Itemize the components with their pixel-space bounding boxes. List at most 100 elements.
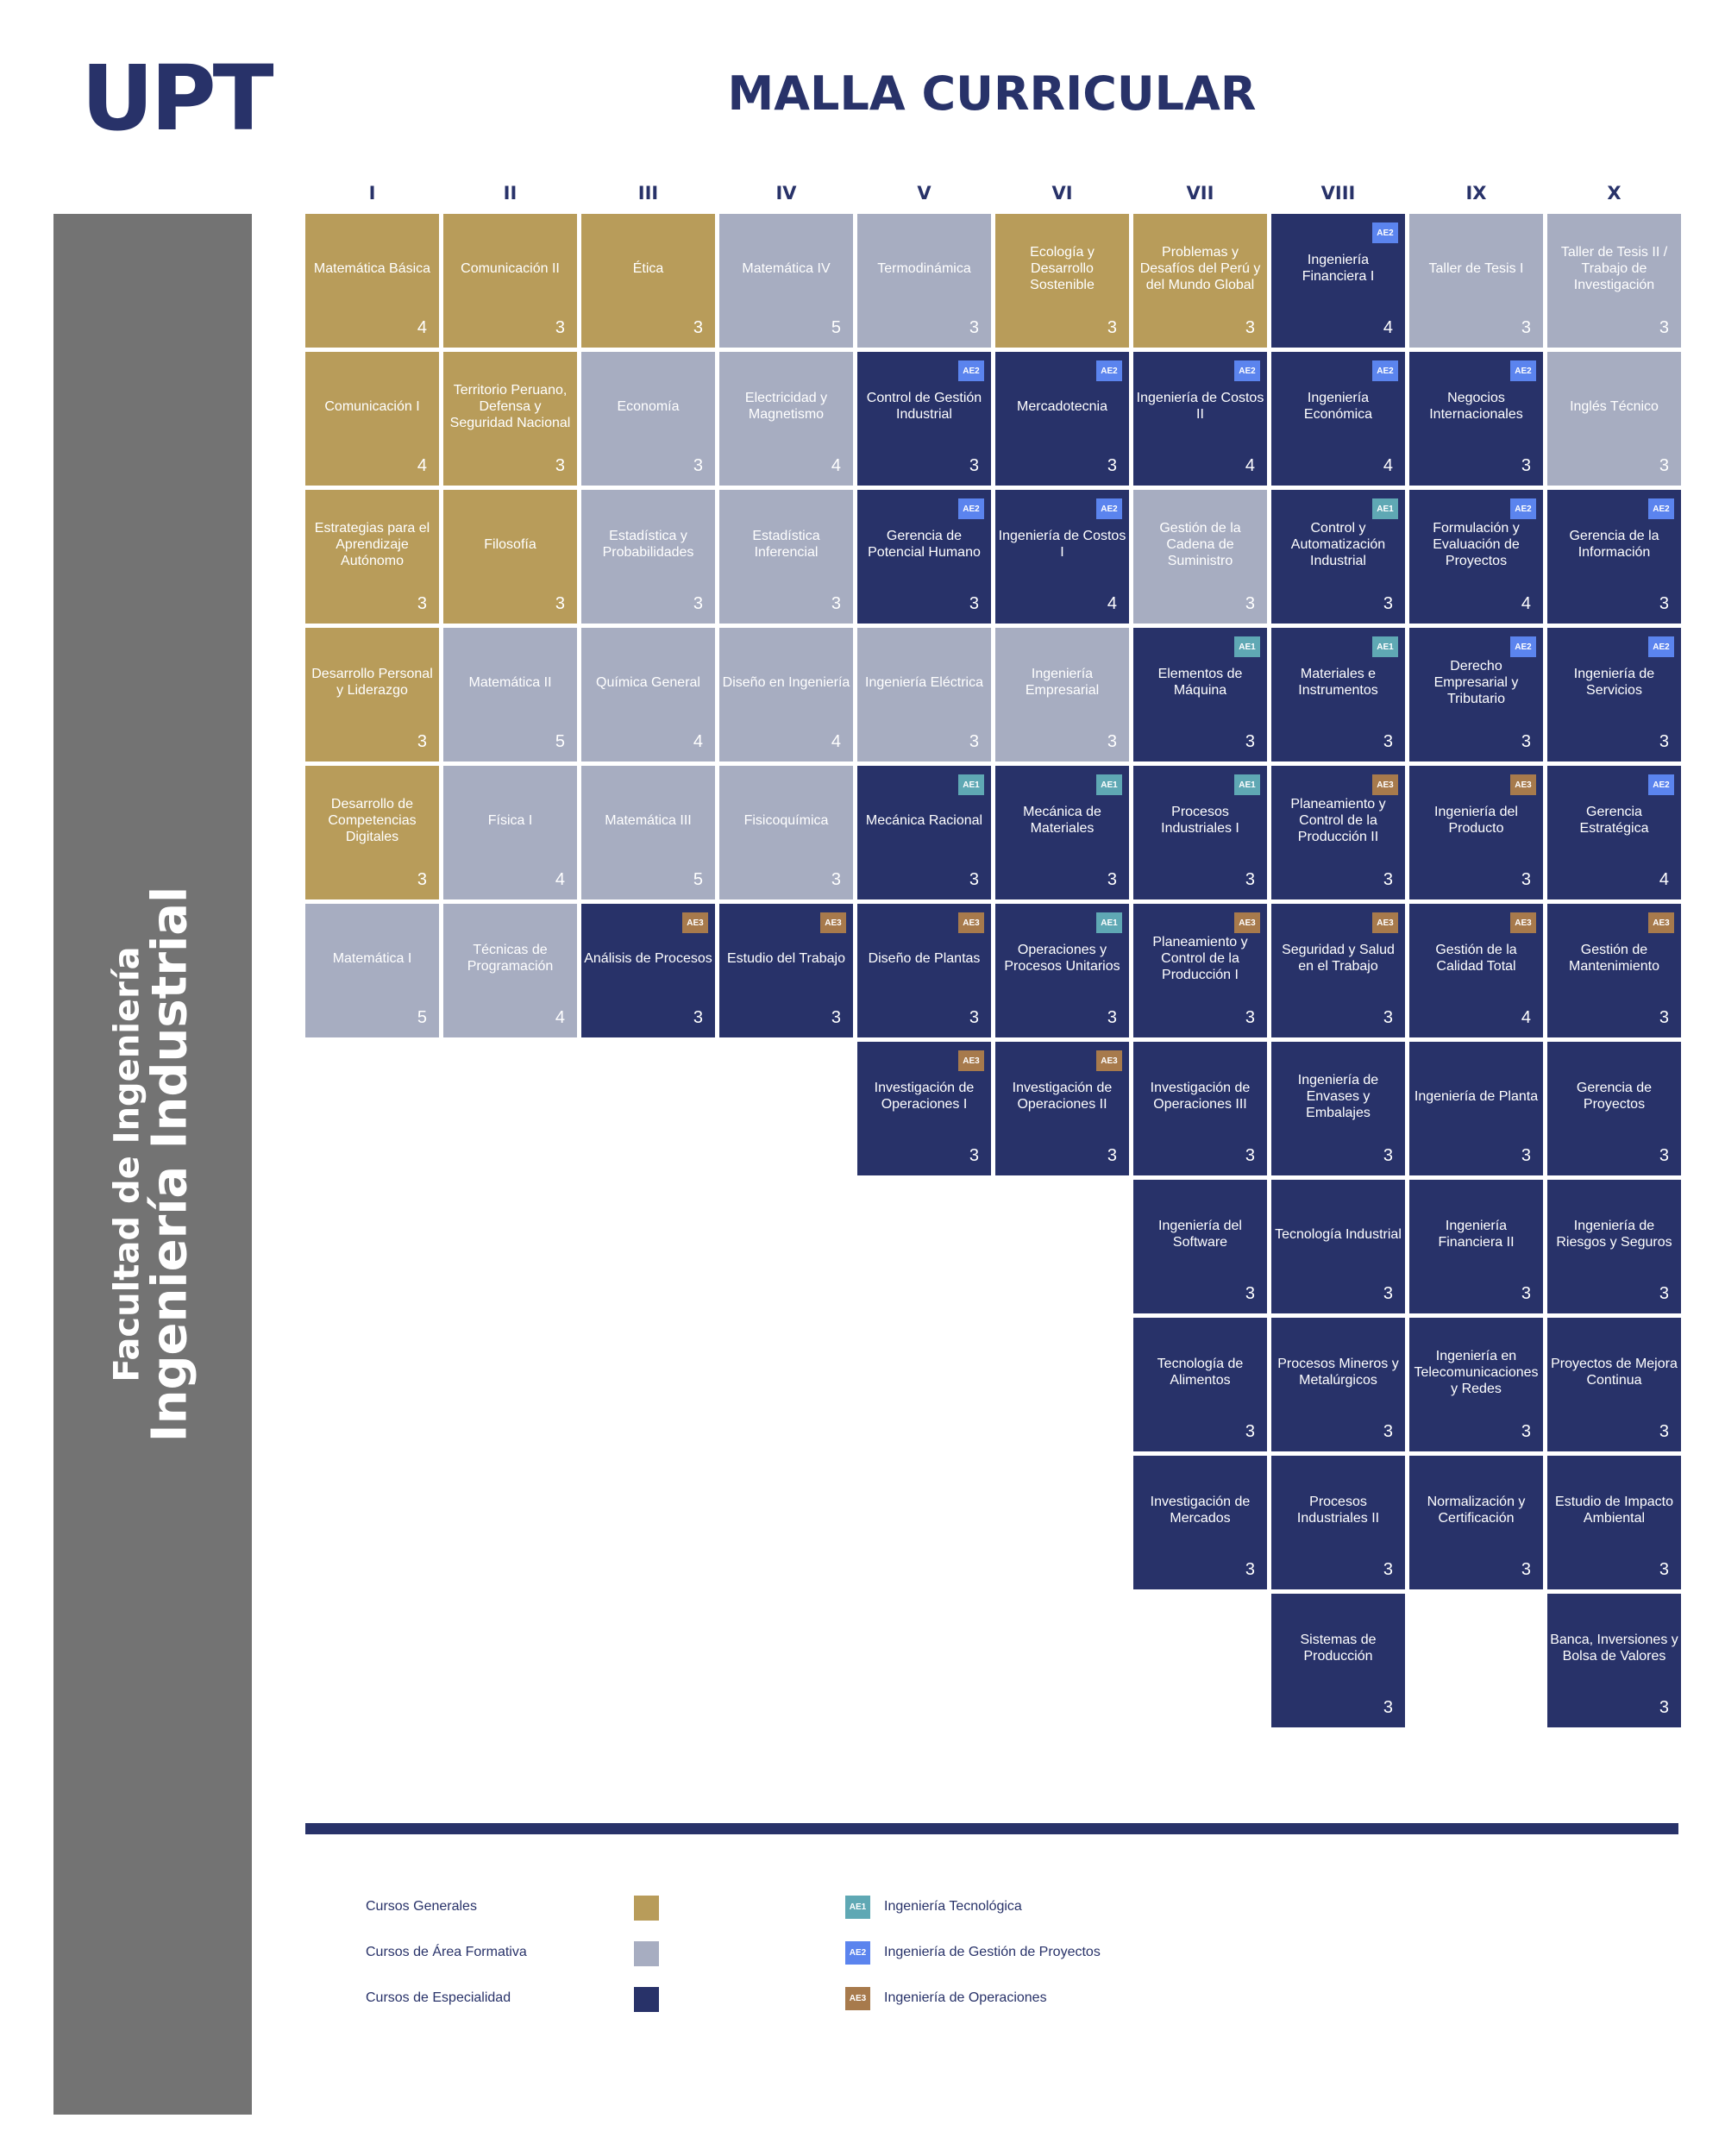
course-credits: 3 <box>1245 318 1255 337</box>
course-credits: 3 <box>1521 732 1531 751</box>
program-sidebar: Facultad de Ingeniería Ingeniería Indust… <box>53 214 252 2115</box>
course-credits: 3 <box>417 594 427 613</box>
course-name: Ingeniería en Telecomunicaciones y Redes <box>1414 1348 1539 1396</box>
course-card: Proyectos de Mejora Continua 3 <box>1547 1318 1681 1451</box>
course-credits: 3 <box>969 870 979 889</box>
course-name: Proyectos de Mejora Continua <box>1551 1357 1678 1388</box>
course-card: Física I 4 <box>443 766 577 899</box>
course-name: Ingeniería de Planta <box>1414 1088 1539 1104</box>
course-credits: 3 <box>1107 1008 1117 1027</box>
course-credits: 3 <box>831 1008 841 1027</box>
course-credits: 3 <box>1383 1008 1393 1027</box>
course-card: Ingeniería Financiera I 4 AE2 <box>1271 214 1405 348</box>
course-card: Gestión de la Cadena de Suministro 3 <box>1133 490 1267 624</box>
program-title-block: Facultad de Ingeniería Ingeniería Indust… <box>108 690 198 1639</box>
course-name: Planeamiento y Control de la Producción … <box>1290 796 1386 844</box>
course-card: Filosofía 3 <box>443 490 577 624</box>
area-badge-ae2: AE2 <box>1234 360 1260 381</box>
course-credits: 3 <box>1107 870 1117 889</box>
course-card: Sistemas de Producción 3 <box>1271 1594 1405 1727</box>
course-card: Matemática II 5 <box>443 628 577 761</box>
course-credits: 4 <box>693 732 703 751</box>
course-name: Técnicas de Programación <box>467 943 554 974</box>
course-name: Procesos Mineros y Metalúrgicos <box>1277 1357 1399 1388</box>
course-credits: 3 <box>1521 318 1531 337</box>
course-credits: 3 <box>1245 594 1255 613</box>
course-name: Banca, Inversiones y Bolsa de Valores <box>1550 1633 1678 1664</box>
course-credits: 3 <box>1659 732 1669 751</box>
course-name: Investigación de Mercados <box>1150 1495 1251 1526</box>
semester-header: II <box>503 183 518 204</box>
area-badge-ae2: AE2 <box>1372 222 1398 243</box>
course-credits: 3 <box>1383 870 1393 889</box>
semester-header: VII <box>1186 183 1214 204</box>
course-credits: 3 <box>1521 870 1531 889</box>
area-badge-ae2: AE2 <box>1510 636 1536 657</box>
course-card: Banca, Inversiones y Bolsa de Valores 3 <box>1547 1594 1681 1727</box>
course-credits: 3 <box>1659 1284 1669 1303</box>
area-badge-ae2: AE2 <box>1372 360 1398 381</box>
area-badge-ae2: AE2 <box>1648 498 1674 519</box>
course-card: Gerencia Estratégica 4 AE2 <box>1547 766 1681 899</box>
area-badge-ae1: AE1 <box>1234 774 1260 795</box>
course-credits: 4 <box>555 1008 565 1027</box>
area-badge-ae3: AE3 <box>958 1050 984 1071</box>
semester-header: VIII <box>1320 183 1356 204</box>
course-card: Ingeniería de Planta 3 <box>1409 1042 1543 1175</box>
course-name: Procesos Industriales I <box>1161 805 1239 836</box>
course-credits: 3 <box>693 1008 703 1027</box>
course-credits: 3 <box>1521 1284 1531 1303</box>
course-name: Ingeniería Financiera II <box>1438 1219 1515 1250</box>
semester-header: I <box>368 183 376 204</box>
course-card: Comunicación I 4 <box>305 352 439 486</box>
course-card: Gerencia de la Información 3 AE2 <box>1547 490 1681 624</box>
course-card: Mecánica Racional 3 AE1 <box>857 766 991 899</box>
course-credits: 3 <box>1659 1698 1669 1717</box>
semester-header: VI <box>1051 183 1073 204</box>
course-card: Ingeniería de Costos I 4 AE2 <box>995 490 1129 624</box>
area-badge-ae3: AE3 <box>1510 774 1536 795</box>
course-card: Taller de Tesis I 3 <box>1409 214 1543 348</box>
course-name: Territorio Peruano, Defensa y Seguridad … <box>449 382 571 430</box>
legend-swatch-specialty <box>634 1987 659 2012</box>
course-name: Comunicación I <box>324 398 420 414</box>
course-card: Formulación y Evaluación de Proyectos 4 AE… <box>1409 490 1543 624</box>
course-card: Investigación de Operaciones I 3 AE3 <box>857 1042 991 1175</box>
course-name: Ingeniería de Costos I <box>998 529 1126 560</box>
course-credits: 3 <box>1659 456 1669 475</box>
area-badge-ae1: AE1 <box>1372 636 1398 657</box>
course-card: Problemas y Desafíos del Perú y del Mund… <box>1133 214 1267 348</box>
course-name: Matemática IV <box>742 260 831 276</box>
course-name: Materiales e Instrumentos <box>1298 667 1378 698</box>
course-card: Tecnología Industrial 3 <box>1271 1180 1405 1313</box>
course-name: Sistemas de Producción <box>1300 1633 1377 1664</box>
course-card: Negocios Internacionales 3 AE2 <box>1409 352 1543 486</box>
course-credits: 4 <box>1521 594 1531 613</box>
course-card: Ingeniería de Servicios 3 AE2 <box>1547 628 1681 761</box>
course-name: Química General <box>596 674 700 690</box>
course-credits: 3 <box>1383 1146 1393 1165</box>
course-name: Problemas y Desafíos del Perú y del Mund… <box>1139 244 1261 292</box>
course-credits: 3 <box>1659 1146 1669 1165</box>
course-card: Inglés Técnico 3 <box>1547 352 1681 486</box>
course-card: Derecho Empresarial y Tributario 3 AE2 <box>1409 628 1543 761</box>
course-name: Ingeniería de Riesgos y Seguros <box>1556 1219 1672 1250</box>
course-card: Materiales e Instrumentos 3 AE1 <box>1271 628 1405 761</box>
course-name: Gerencia de Proyectos <box>1576 1081 1653 1112</box>
semester-header: III <box>637 183 659 204</box>
area-badge-ae3: AE3 <box>682 912 708 933</box>
course-card: Economía 3 <box>581 352 715 486</box>
course-name: Mecánica de Materiales <box>1023 805 1101 836</box>
course-card: Ecología y Desarrollo Sostenible 3 <box>995 214 1129 348</box>
course-name: Desarrollo de Competencias Digitales <box>328 796 417 844</box>
course-card: Estudio del Trabajo 3 AE3 <box>719 904 853 1037</box>
course-card: Electricidad y Magnetismo 4 <box>719 352 853 486</box>
course-name: Control de Gestión Industrial <box>866 391 982 422</box>
course-credits: 3 <box>1107 456 1117 475</box>
legend-divider <box>305 1823 1678 1834</box>
course-credits: 3 <box>969 1008 979 1027</box>
course-credits: 4 <box>1245 456 1255 475</box>
course-name: Investigación de Operaciones III <box>1150 1081 1251 1112</box>
course-name: Gestión de Mantenimiento <box>1569 943 1659 974</box>
area-badge-ae2: AE2 <box>1096 498 1122 519</box>
